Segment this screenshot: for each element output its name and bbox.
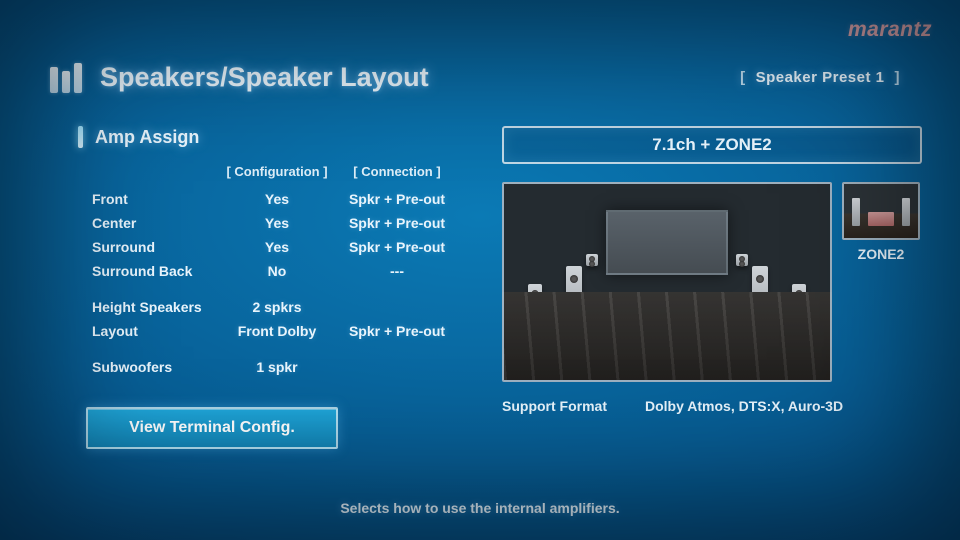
row-label: Front (92, 191, 222, 207)
col-header-configuration: [ Configuration ] (222, 164, 332, 179)
row-conn: Spkr + Pre-out (332, 323, 462, 339)
preset-label: Speaker Preset 1 (756, 69, 885, 86)
row-conn: Spkr + Pre-out (332, 215, 462, 231)
amp-rows-group-1: Front Yes Spkr + Pre-out Center Yes Spkr… (92, 187, 458, 283)
row-label: Center (92, 215, 222, 231)
room-console (629, 308, 705, 328)
speaker-surround-right (792, 284, 806, 324)
row-subwoofers[interactable]: Subwoofers 1 spkr (92, 355, 458, 379)
channel-mode[interactable]: 7.1ch + ZONE2 (502, 126, 922, 164)
row-config: Yes (222, 191, 332, 207)
speaker-front-left (566, 266, 582, 326)
row-surround[interactable]: Surround Yes Spkr + Pre-out (92, 235, 458, 259)
support-format-key: Support Format (502, 398, 607, 414)
speaker-dolby-left (586, 254, 598, 266)
support-format-value: Dolby Atmos, DTS:X, Auro-3D (645, 398, 843, 414)
row-config: No (222, 263, 332, 279)
row-surround-back[interactable]: Surround Back No --- (92, 259, 458, 283)
row-config: Front Dolby (222, 323, 332, 339)
amp-rows-group-2: Height Speakers 2 spkrs Layout Front Dol… (92, 295, 458, 343)
row-config: 2 spkrs (222, 299, 332, 315)
main-zone-preview: MAIN ZONE (502, 182, 832, 382)
row-conn: --- (332, 263, 462, 279)
room-subwoofer (616, 304, 634, 324)
main-zone-label: MAIN ZONE (504, 360, 830, 376)
speaker-surround-left (528, 284, 542, 324)
row-label: Surround Back (92, 263, 222, 279)
amp-assign-panel: Amp Assign [ Configuration ] [ Connectio… (78, 126, 458, 449)
speakers-icon (50, 63, 82, 93)
row-conn: Spkr + Pre-out (332, 191, 462, 207)
zone2-speaker-left (852, 198, 860, 226)
zone2-speaker-right (902, 198, 910, 226)
row-config: 1 spkr (222, 359, 332, 375)
footer-help-text: Selects how to use the internal amplifie… (0, 500, 960, 516)
zone2-furniture (868, 212, 894, 226)
row-front[interactable]: Front Yes Spkr + Pre-out (92, 187, 458, 211)
speaker-front-right (752, 266, 768, 326)
row-label: Subwoofers (92, 359, 222, 375)
row-config: Yes (222, 215, 332, 231)
row-center[interactable]: Center Yes Spkr + Pre-out (92, 211, 458, 235)
page-header: Speakers/Speaker Layout [Speaker Preset … (50, 62, 910, 93)
row-config: Yes (222, 239, 332, 255)
row-conn: Spkr + Pre-out (332, 239, 462, 255)
preview-panel: 7.1ch + ZONE2 MAIN ZONE ZONE2 Support Fo… (502, 126, 922, 414)
view-terminal-config-button[interactable]: View Terminal Config. (86, 407, 338, 449)
section-marker (78, 126, 83, 148)
room-tv (606, 210, 728, 275)
speaker-preset-selector[interactable]: [Speaker Preset 1] (730, 69, 910, 86)
row-label: Layout (92, 323, 222, 339)
zone2-label: ZONE2 (858, 246, 905, 262)
zone2-preview (842, 182, 920, 240)
column-headers: [ Configuration ] [ Connection ] (92, 164, 458, 179)
row-label: Surround (92, 239, 222, 255)
col-header-connection: [ Connection ] (332, 164, 462, 179)
amp-rows-group-3: Subwoofers 1 spkr (92, 355, 458, 379)
page-title: Speakers/Speaker Layout (100, 62, 429, 93)
speaker-dolby-right (736, 254, 748, 266)
brand-logo: marantz (848, 18, 932, 42)
section-title-amp-assign: Amp Assign (95, 127, 199, 148)
row-layout[interactable]: Layout Front Dolby Spkr + Pre-out (92, 319, 458, 343)
row-label: Height Speakers (92, 299, 222, 315)
support-format-row: Support Format Dolby Atmos, DTS:X, Auro-… (502, 398, 922, 414)
row-height-speakers[interactable]: Height Speakers 2 spkrs (92, 295, 458, 319)
